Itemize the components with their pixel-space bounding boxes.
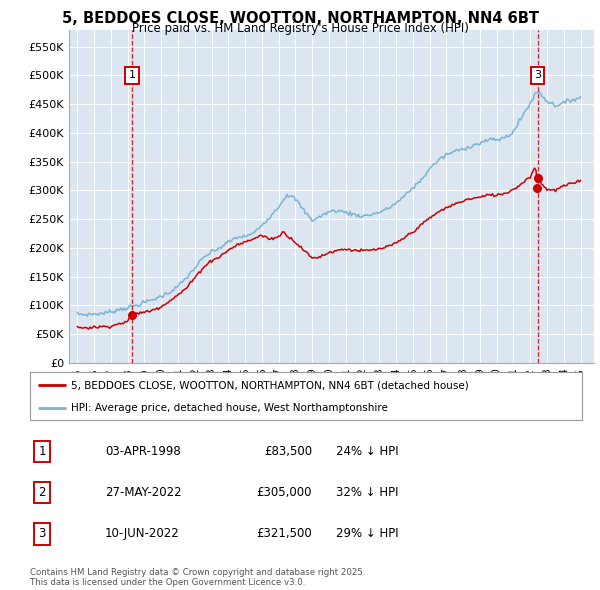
Text: 5, BEDDOES CLOSE, WOOTTON, NORTHAMPTON, NN4 6BT: 5, BEDDOES CLOSE, WOOTTON, NORTHAMPTON, … (62, 11, 539, 25)
Text: 27-MAY-2022: 27-MAY-2022 (105, 486, 182, 499)
Text: 3: 3 (534, 70, 541, 80)
Text: 3: 3 (38, 527, 46, 540)
Text: HPI: Average price, detached house, West Northamptonshire: HPI: Average price, detached house, West… (71, 403, 388, 413)
Text: 1: 1 (128, 70, 136, 80)
Text: £321,500: £321,500 (256, 527, 312, 540)
Text: 2: 2 (38, 486, 46, 499)
Text: 5, BEDDOES CLOSE, WOOTTON, NORTHAMPTON, NN4 6BT (detached house): 5, BEDDOES CLOSE, WOOTTON, NORTHAMPTON, … (71, 380, 469, 390)
Text: 1: 1 (38, 445, 46, 458)
Text: 03-APR-1998: 03-APR-1998 (105, 445, 181, 458)
Text: 29% ↓ HPI: 29% ↓ HPI (336, 527, 398, 540)
Text: 32% ↓ HPI: 32% ↓ HPI (336, 486, 398, 499)
Text: 24% ↓ HPI: 24% ↓ HPI (336, 445, 398, 458)
Text: £305,000: £305,000 (257, 486, 312, 499)
Text: Price paid vs. HM Land Registry's House Price Index (HPI): Price paid vs. HM Land Registry's House … (131, 22, 469, 35)
Text: £83,500: £83,500 (264, 445, 312, 458)
Text: Contains HM Land Registry data © Crown copyright and database right 2025.
This d: Contains HM Land Registry data © Crown c… (30, 568, 365, 587)
Text: 10-JUN-2022: 10-JUN-2022 (105, 527, 180, 540)
